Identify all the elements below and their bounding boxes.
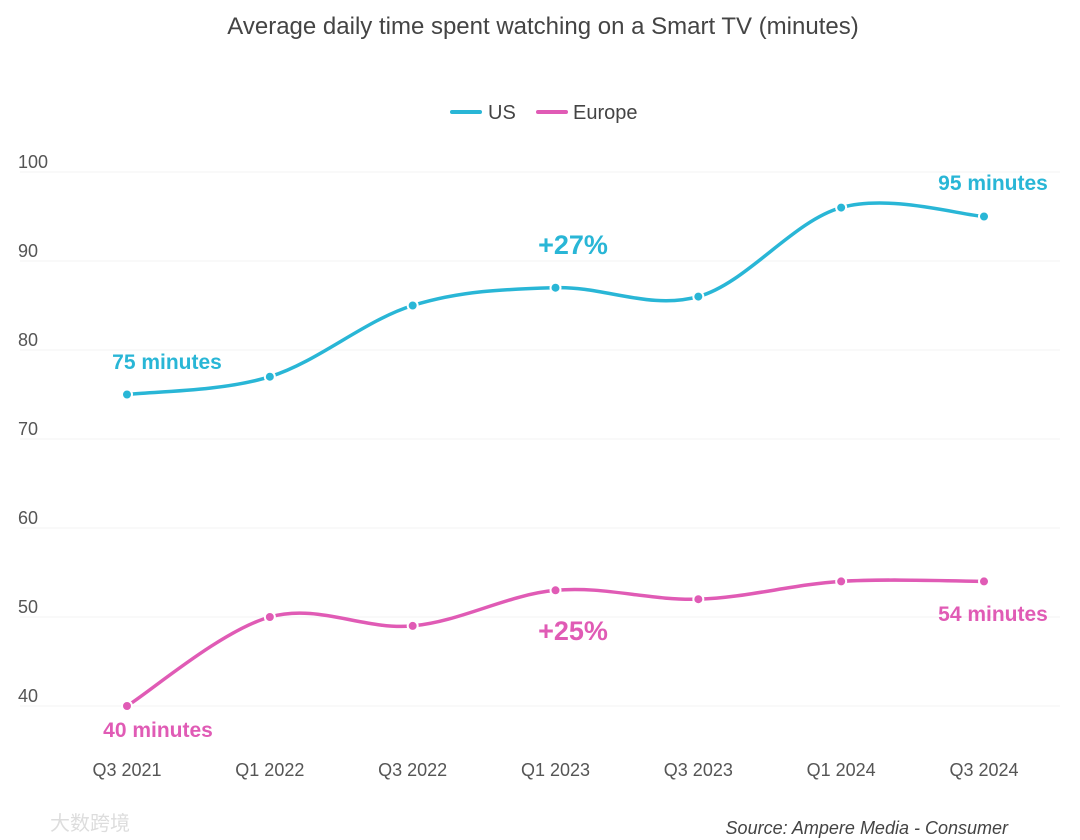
annotation-us-start: 75 minutes	[112, 351, 222, 374]
x-tick-label: Q3 2024	[949, 760, 1018, 780]
data-point-us	[835, 201, 848, 214]
chart-title: Average daily time spent watching on a S…	[227, 13, 858, 40]
x-tick-label: Q1 2024	[807, 760, 876, 780]
annotation-us-growth: +27%	[538, 230, 608, 260]
data-point-us	[692, 290, 705, 303]
data-point-europe	[121, 700, 133, 712]
annotation-us-end: 95 minutes	[938, 172, 1048, 195]
annotation-eu-growth: +25%	[538, 616, 608, 646]
data-point-europe	[692, 593, 705, 606]
legend: US Europe	[450, 102, 638, 124]
data-point-us	[549, 281, 562, 294]
data-point-us	[978, 210, 990, 223]
x-tick-label: Q3 2021	[92, 760, 161, 780]
y-tick-label: 70	[18, 419, 38, 439]
x-tick-label: Q3 2023	[664, 760, 733, 780]
legend-label-europe: Europe	[573, 102, 638, 124]
data-point-europe	[406, 619, 419, 632]
x-tick-label: Q1 2022	[235, 760, 304, 780]
y-tick-label: 40	[18, 686, 38, 706]
x-tick-label: Q3 2022	[378, 760, 447, 780]
y-tick-label: 50	[18, 597, 38, 617]
annotation-eu-start: 40 minutes	[103, 719, 213, 742]
data-point-europe	[549, 584, 562, 597]
y-tick-label: 60	[18, 508, 38, 528]
y-tick-label: 100	[18, 152, 48, 172]
y-tick-label: 90	[18, 241, 38, 261]
annotation-eu-end: 54 minutes	[938, 603, 1048, 626]
legend-label-us: US	[488, 102, 516, 124]
watermark: 大数跨境	[50, 812, 130, 835]
x-tick-label: Q1 2023	[521, 760, 590, 780]
data-point-europe	[263, 611, 276, 623]
data-point-europe	[835, 575, 848, 588]
data-point-europe	[978, 575, 990, 588]
data-point-us	[121, 388, 133, 401]
data-point-us	[406, 299, 419, 312]
source-note: Source: Ampere Media - Consumer	[726, 818, 1009, 838]
y-tick-label: 80	[18, 330, 38, 350]
data-point-us	[263, 370, 276, 383]
